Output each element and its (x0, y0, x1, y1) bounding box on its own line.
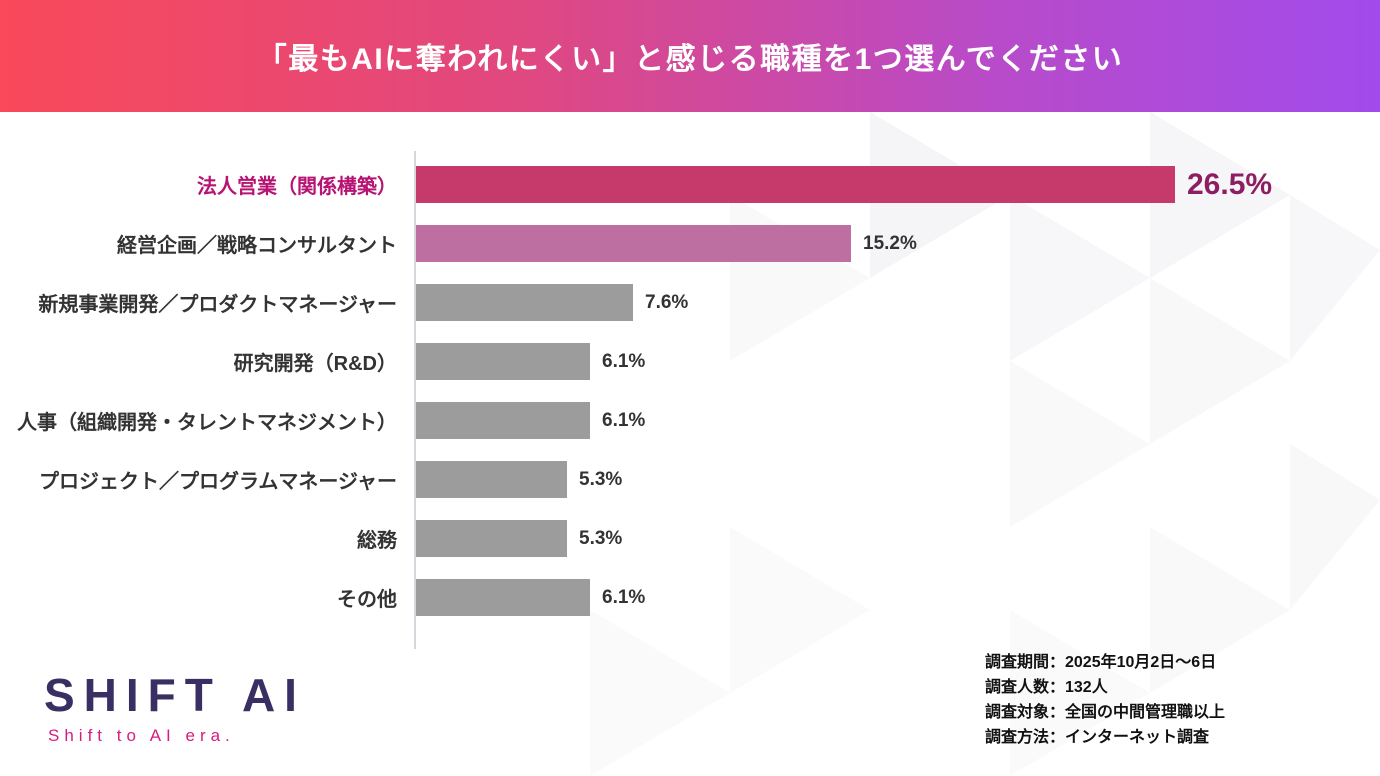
category-label: 総務 (357, 530, 397, 552)
bar (415, 284, 633, 321)
bar (415, 225, 851, 262)
value-label: 6.1% (602, 409, 646, 431)
value-label: 15.2% (863, 232, 917, 254)
category-label: プロジェクト／プログラムマネージャー (39, 471, 397, 493)
y-axis-line (414, 151, 416, 649)
logo: SHIFT AI Shift to AI era. (44, 672, 306, 746)
survey-respondents: 調査人数：132人 (985, 679, 1108, 696)
survey-info: 調査期間：2025年10月2日～6日 調査人数：132人 調査対象：全国の中間管… (985, 650, 1225, 750)
chart-row: 人事（組織開発・タレントマネジメント） 6.1% (0, 391, 1380, 450)
survey-method: 調査方法：インターネット調査 (985, 729, 1210, 746)
survey-period: 調査期間：2025年10月2日～6日 (985, 654, 1217, 671)
bar-chart: 法人営業（関係構築） 26.5% 経営企画／戦略コンサルタント 15.2% 新規事業開発… (0, 151, 1380, 649)
value-label: 5.3% (579, 468, 623, 490)
value-label: 5.3% (579, 527, 623, 549)
category-label: 研究開発（R&D） (233, 353, 397, 375)
bar-track: 6.1% (415, 343, 1380, 380)
chart-row: プロジェクト／プログラムマネージャー 5.3% (0, 450, 1380, 509)
chart-row: 研究開発（R&D） 6.1% (0, 332, 1380, 391)
bar-track: 5.3% (415, 461, 1380, 498)
chart-row: 総務 5.3% (0, 509, 1380, 568)
value-label: 6.1% (602, 350, 646, 372)
bar-track: 6.1% (415, 402, 1380, 439)
bar (415, 461, 567, 498)
bar-track: 6.1% (415, 579, 1380, 616)
bar-track: 15.2% (415, 225, 1380, 262)
logo-tagline: Shift to AI era. (48, 726, 235, 745)
header-banner: 「最もAIに奪われにくい」と感じる職種を1つ選んでください (0, 0, 1380, 112)
value-label: 6.1% (602, 586, 646, 608)
chart-rows: 法人営業（関係構築） 26.5% 経営企画／戦略コンサルタント 15.2% 新規事業開発… (0, 155, 1380, 627)
bar (415, 166, 1175, 203)
category-label: その他 (337, 589, 397, 611)
bar-track: 5.3% (415, 520, 1380, 557)
category-label: 新規事業開発／プロダクトマネージャー (38, 294, 397, 316)
bar-track: 26.5% (415, 166, 1380, 203)
bar (415, 579, 590, 616)
chart-row: 経営企画／戦略コンサルタント 15.2% (0, 214, 1380, 273)
category-label: 法人営業（関係構築） (197, 176, 397, 198)
logo-wordmark: SHIFT AI (44, 669, 306, 721)
chart-row: 新規事業開発／プロダクトマネージャー 7.6% (0, 273, 1380, 332)
page-title: 「最もAIに奪われにくい」と感じる職種を1つ選んでください (256, 43, 1124, 76)
bar (415, 343, 590, 380)
bar-track: 7.6% (415, 284, 1380, 321)
category-label: 人事（組織開発・タレントマネジメント） (17, 412, 397, 434)
category-label: 経営企画／戦略コンサルタント (117, 235, 397, 257)
bar (415, 402, 590, 439)
chart-row: その他 6.1% (0, 568, 1380, 627)
chart-row: 法人営業（関係構築） 26.5% (0, 155, 1380, 214)
value-label: 7.6% (645, 291, 689, 313)
value-label: 26.5% (1187, 167, 1273, 201)
bar (415, 520, 567, 557)
survey-target: 調査対象：全国の中間管理職以上 (985, 704, 1226, 721)
